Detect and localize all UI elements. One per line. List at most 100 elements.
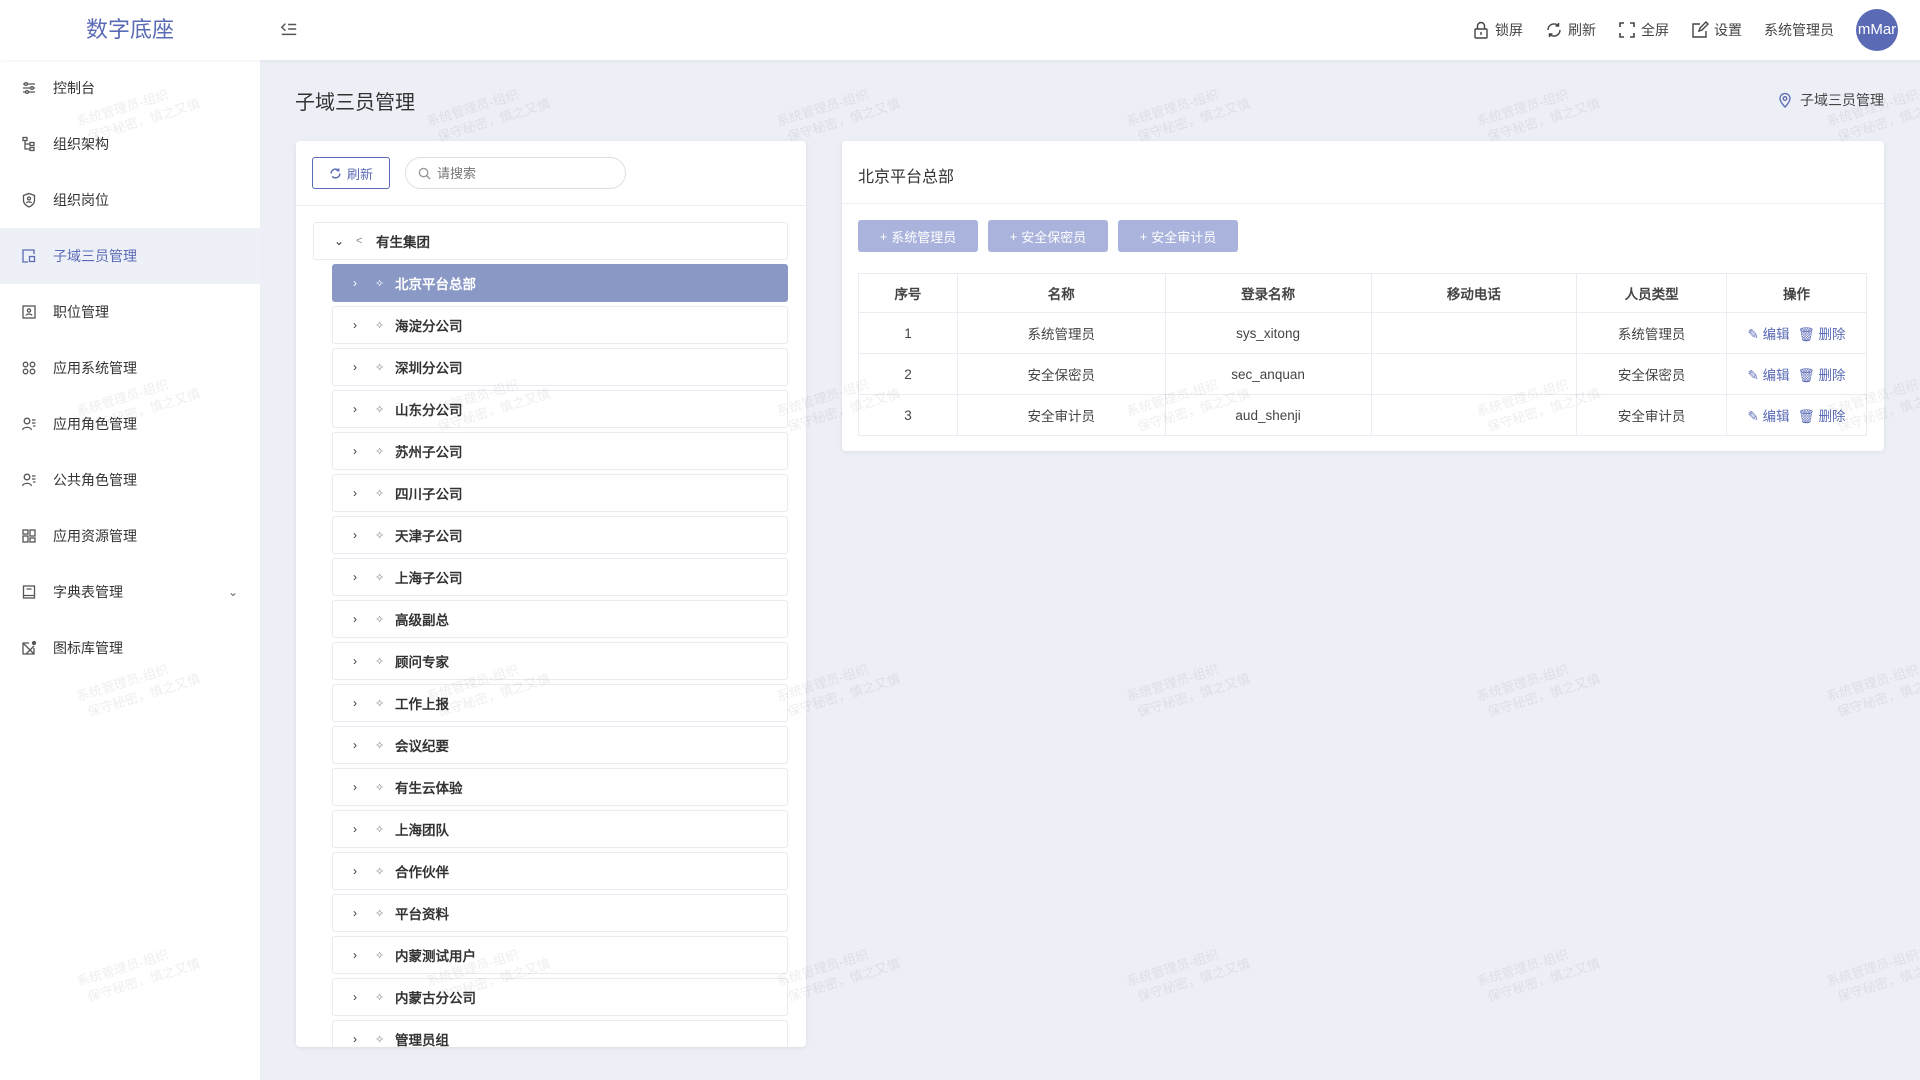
tree-node[interactable]: › ✧ 平台资料	[332, 894, 788, 932]
node-icon: ✧	[375, 445, 385, 458]
node-icon: ✧	[375, 781, 385, 794]
sidebar-item-8[interactable]: 应用资源管理	[0, 508, 260, 564]
edit-button[interactable]: ✎ 编辑	[1748, 409, 1790, 424]
chevron-right-icon[interactable]: ›	[353, 990, 357, 1004]
tree-root-node[interactable]: ⌄ < 有生集团	[313, 222, 788, 260]
chevron-right-icon[interactable]: ›	[353, 906, 357, 920]
chevron-right-icon[interactable]: ›	[353, 654, 357, 668]
chevron-right-icon[interactable]: ›	[353, 276, 357, 290]
detail-panel: 北京平台总部 + 系统管理员 + 安全保密员 + 安全审计员 序号 名称 登录名称 移…	[842, 141, 1884, 451]
watermark: 系统管理员-组织保守秘密，慎之又慎	[1474, 938, 1602, 1008]
node-icon: ✧	[375, 655, 385, 668]
collapse-sidebar-icon[interactable]	[280, 20, 300, 40]
tree-refresh-button[interactable]: 刷新	[312, 157, 390, 189]
edit-button[interactable]: ✎ 编辑	[1748, 327, 1790, 342]
tree-node[interactable]: › ✧ 内蒙古分公司	[332, 978, 788, 1016]
delete-button[interactable]: 🗑 删除	[1798, 368, 1846, 383]
settings-button[interactable]: 设置	[1691, 20, 1742, 40]
tree-node[interactable]: › ✧ 海淀分公司	[332, 306, 788, 344]
cell-login: aud_shenji	[1164, 394, 1372, 436]
delete-label: 删除	[1818, 327, 1846, 342]
tree-node[interactable]: › ✧ 深圳分公司	[332, 348, 788, 386]
sidebar-item-7[interactable]: 公共角色管理	[0, 452, 260, 508]
watermark: 系统管理员-组织保守秘密，慎之又慎	[1124, 78, 1252, 148]
chevron-right-icon[interactable]: ›	[353, 696, 357, 710]
tree-node-label: 合作伙伴	[395, 865, 449, 880]
search-icon	[418, 167, 431, 180]
chevron-right-icon[interactable]: ›	[353, 822, 357, 836]
tree-node[interactable]: › ✧ 合作伙伴	[332, 852, 788, 890]
chevron-down-icon[interactable]: ⌄	[334, 234, 345, 248]
sidebar-item-6[interactable]: 应用角色管理	[0, 396, 260, 452]
sidebar-item-5[interactable]: 应用系统管理	[0, 340, 260, 396]
chevron-right-icon[interactable]: ›	[353, 444, 357, 458]
tree-node[interactable]: › ✧ 管理员组	[332, 1020, 788, 1047]
node-icon: ✧	[375, 907, 385, 920]
delete-button[interactable]: 🗑 删除	[1798, 409, 1846, 424]
location-pin-icon	[1779, 92, 1791, 108]
sliders-icon	[20, 79, 38, 97]
chevron-right-icon[interactable]: ›	[353, 612, 357, 626]
lock-screen-button[interactable]: 锁屏	[1472, 20, 1523, 40]
chevron-right-icon[interactable]: ›	[353, 318, 357, 332]
chevron-right-icon[interactable]: ›	[353, 528, 357, 542]
tree-node[interactable]: › ✧ 四川子公司	[332, 474, 788, 512]
tree-node-label: 高级副总	[395, 613, 449, 628]
chevron-right-icon[interactable]: ›	[353, 780, 357, 794]
edit-icon: ✎	[1747, 368, 1759, 383]
tree-node[interactable]: › ✧ 北京平台总部	[332, 264, 788, 302]
tree-search[interactable]	[405, 157, 626, 189]
tree-search-input[interactable]	[437, 165, 607, 181]
chevron-right-icon[interactable]: ›	[353, 360, 357, 374]
watermark-line2: 保守秘密，慎之又慎	[1135, 955, 1253, 1005]
sidebar-item-1[interactable]: 组织架构	[0, 116, 260, 172]
tree-node[interactable]: › ✧ 山东分公司	[332, 390, 788, 428]
page-title: 子域三员管理	[295, 92, 415, 114]
watermark: 系统管理员-组织保守秘密，慎之又慎	[1824, 653, 1920, 723]
sidebar-item-10[interactable]: 图标库管理	[0, 620, 260, 676]
delete-button[interactable]: 🗑 删除	[1798, 327, 1846, 342]
tree-node[interactable]: › ✧ 高级副总	[332, 600, 788, 638]
tree-node[interactable]: › ✧ 上海团队	[332, 810, 788, 848]
avatar[interactable]: mMar	[1856, 9, 1898, 51]
add-system-admin-button[interactable]: + 系统管理员	[858, 220, 978, 252]
tree-node-label: 顾问专家	[395, 655, 449, 670]
edit-button[interactable]: ✎ 编辑	[1748, 368, 1790, 383]
col-actions: 操作	[1726, 273, 1867, 313]
cell-actions: ✎ 编辑 🗑 删除	[1726, 353, 1867, 395]
chevron-right-icon[interactable]: ›	[353, 1032, 357, 1046]
add-auditor-button[interactable]: + 安全审计员	[1118, 220, 1238, 252]
sidebar-item-9[interactable]: 字典表管理 ⌄	[0, 564, 260, 620]
breadcrumb-current[interactable]: 子域三员管理	[1800, 92, 1884, 108]
sidebar-item-3[interactable]: 子域三员管理	[0, 228, 260, 284]
tree-node[interactable]: › ✧ 上海子公司	[332, 558, 788, 596]
tree-node[interactable]: › ✧ 天津子公司	[332, 516, 788, 554]
chevron-right-icon[interactable]: ›	[353, 948, 357, 962]
tree-node[interactable]: › ✧ 有生云体验	[332, 768, 788, 806]
add-security-officer-button[interactable]: + 安全保密员	[988, 220, 1108, 252]
sidebar-item-4[interactable]: 职位管理	[0, 284, 260, 340]
chevron-right-icon[interactable]: ›	[353, 738, 357, 752]
chevron-down-icon[interactable]: ⌄	[227, 585, 238, 599]
tree-node[interactable]: › ✧ 内蒙测试用户	[332, 936, 788, 974]
fullscreen-icon	[1619, 22, 1635, 38]
user-list-icon	[20, 415, 38, 433]
watermark: 系统管理员-组织保守秘密，慎之又慎	[1474, 653, 1602, 723]
fullscreen-button[interactable]: 全屏	[1618, 20, 1669, 40]
position-icon	[20, 303, 38, 321]
tree-node[interactable]: › ✧ 顾问专家	[332, 642, 788, 680]
watermark-line1: 系统管理员-组织	[1124, 86, 1221, 130]
tree-node[interactable]: › ✧ 苏州子公司	[332, 432, 788, 470]
refresh-page-button[interactable]: 刷新	[1545, 20, 1596, 40]
chevron-right-icon[interactable]: ›	[353, 864, 357, 878]
watermark-line1: 系统管理员-组织	[424, 86, 521, 130]
chevron-right-icon[interactable]: ›	[353, 570, 357, 584]
chevron-right-icon[interactable]: ›	[353, 486, 357, 500]
watermark-line2: 保守秘密，慎之又慎	[1135, 95, 1253, 145]
chevron-right-icon[interactable]: ›	[353, 402, 357, 416]
tree-node[interactable]: › ✧ 工作上报	[332, 684, 788, 722]
sidebar-item-2[interactable]: 组织岗位	[0, 172, 260, 228]
tree-node[interactable]: › ✧ 会议纪要	[332, 726, 788, 764]
username[interactable]: 系统管理员	[1764, 22, 1834, 38]
sidebar-item-0[interactable]: 控制台	[0, 60, 260, 116]
